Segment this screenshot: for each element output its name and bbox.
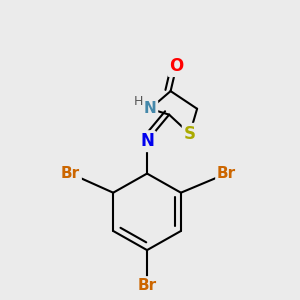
Text: O: O	[169, 57, 184, 75]
Text: H: H	[134, 95, 143, 108]
Text: S: S	[184, 125, 196, 143]
Text: Br: Br	[217, 166, 236, 181]
Text: N: N	[144, 101, 156, 116]
Text: Br: Br	[137, 278, 157, 293]
Text: Br: Br	[61, 166, 80, 181]
Text: N: N	[140, 132, 154, 150]
